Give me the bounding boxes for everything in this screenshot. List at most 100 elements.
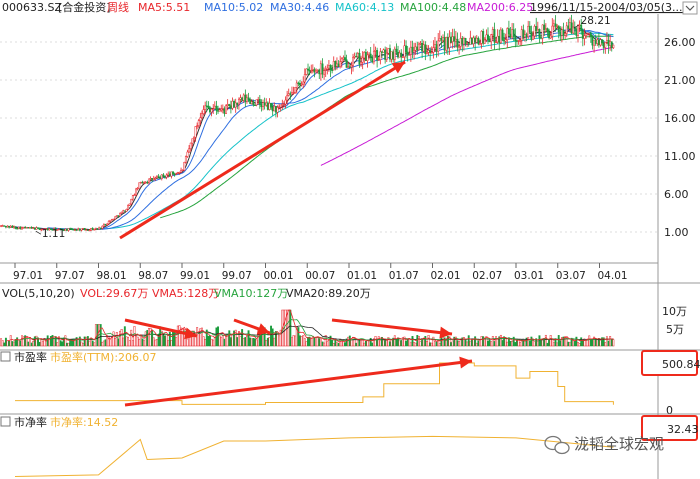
volume-bar xyxy=(27,341,30,347)
candle-body xyxy=(102,224,105,227)
candle-body xyxy=(344,57,346,61)
candle-body xyxy=(268,102,271,110)
candle-body xyxy=(347,66,350,68)
candle-body xyxy=(377,59,380,61)
candle-body xyxy=(540,37,542,39)
volume-bar xyxy=(408,338,411,347)
candle-body xyxy=(117,215,120,217)
volume-bar xyxy=(501,340,504,347)
candle-body xyxy=(339,61,342,68)
volume-bar xyxy=(119,330,121,347)
volume-bar xyxy=(164,335,166,347)
candle-body xyxy=(448,36,451,48)
candle-body xyxy=(19,226,22,230)
candle-body xyxy=(594,40,597,44)
stock-name: [合金投资] xyxy=(58,0,111,14)
volume-bar xyxy=(511,341,514,347)
candle-body xyxy=(279,104,282,108)
candle-body xyxy=(80,228,83,231)
volume-bar xyxy=(197,333,200,347)
volume-bar xyxy=(271,328,274,347)
candle-body xyxy=(461,38,464,45)
ma5-label: MA5:5.51 xyxy=(138,1,190,14)
candle-body xyxy=(507,28,510,35)
candle-body xyxy=(514,36,517,41)
candle-body xyxy=(233,101,236,108)
candle-body xyxy=(480,31,483,44)
volume-bar xyxy=(609,336,612,347)
volume-bar xyxy=(356,339,359,347)
x-tick-label: 97.01 xyxy=(13,270,43,282)
candle-body xyxy=(546,28,549,33)
candle-body xyxy=(382,49,385,53)
price-annotation: 28.21 xyxy=(581,15,611,27)
volume-bar xyxy=(374,336,377,347)
volume-bar xyxy=(482,336,485,347)
volume-bar xyxy=(67,342,70,347)
candle-body xyxy=(569,22,571,29)
volume-bar xyxy=(469,340,472,347)
candle-body xyxy=(345,59,348,68)
ma200-label: MA200:6.25 xyxy=(467,1,533,14)
arrowhead-icon xyxy=(439,326,452,339)
candle-body xyxy=(419,43,422,45)
candle-body xyxy=(252,101,255,106)
volume-bar xyxy=(115,332,118,347)
candle-body xyxy=(201,113,203,118)
candle-body xyxy=(601,39,604,44)
x-tick-label: 00.01 xyxy=(264,270,294,282)
candle-body xyxy=(432,47,435,53)
volume-bar xyxy=(46,335,49,347)
volume-bar xyxy=(522,340,525,347)
candle-body xyxy=(305,68,308,75)
candle-body xyxy=(548,31,551,39)
candle-body xyxy=(8,225,11,228)
volume-bar xyxy=(577,342,579,347)
candle-body xyxy=(596,39,599,44)
candle-body xyxy=(189,142,192,149)
candle-body xyxy=(17,226,20,229)
dropdown-chevron-icon[interactable] xyxy=(682,1,698,15)
volume-bar xyxy=(451,340,454,347)
candle-body xyxy=(266,102,269,110)
candle-body xyxy=(512,29,515,37)
volume-bar xyxy=(530,336,533,347)
volume-bar xyxy=(406,338,409,347)
volume-bar xyxy=(80,341,83,347)
candle-body xyxy=(607,39,610,46)
volume-bar xyxy=(109,339,112,347)
candle-body xyxy=(78,228,81,231)
volume-bar xyxy=(405,340,407,347)
volume-bar xyxy=(363,342,366,347)
candle-body xyxy=(405,45,407,53)
volume-bar xyxy=(146,329,149,347)
candle-body xyxy=(122,210,125,213)
candle-body xyxy=(438,38,441,42)
candle-body xyxy=(184,156,187,163)
candle-body xyxy=(111,219,113,221)
candle-body xyxy=(541,24,544,39)
candle-body xyxy=(408,54,411,56)
volume-bar xyxy=(242,338,245,347)
candle-body xyxy=(533,26,536,37)
volume-bar xyxy=(434,341,436,347)
volume-bar xyxy=(495,336,497,347)
collapse-toggle-icon[interactable] xyxy=(0,416,11,427)
candle-body xyxy=(565,25,568,34)
candle-body xyxy=(146,181,149,184)
volume-bar xyxy=(321,341,324,347)
candle-body xyxy=(368,53,371,56)
volume-bar xyxy=(546,342,549,347)
volume-bar xyxy=(180,327,183,347)
candle-body xyxy=(467,43,470,45)
collapse-toggle-icon[interactable] xyxy=(0,351,11,362)
volume-bar xyxy=(178,325,181,347)
candle-body xyxy=(178,172,181,174)
arrowhead-icon xyxy=(184,327,197,340)
vol-title: VOL(5,10,20) xyxy=(2,287,75,300)
volume-bar xyxy=(533,341,536,347)
period-label[interactable]: 周线 xyxy=(107,0,129,14)
candle-body xyxy=(125,209,128,212)
pe-arrow xyxy=(124,356,473,407)
pe-min-value: 0 xyxy=(666,404,673,417)
